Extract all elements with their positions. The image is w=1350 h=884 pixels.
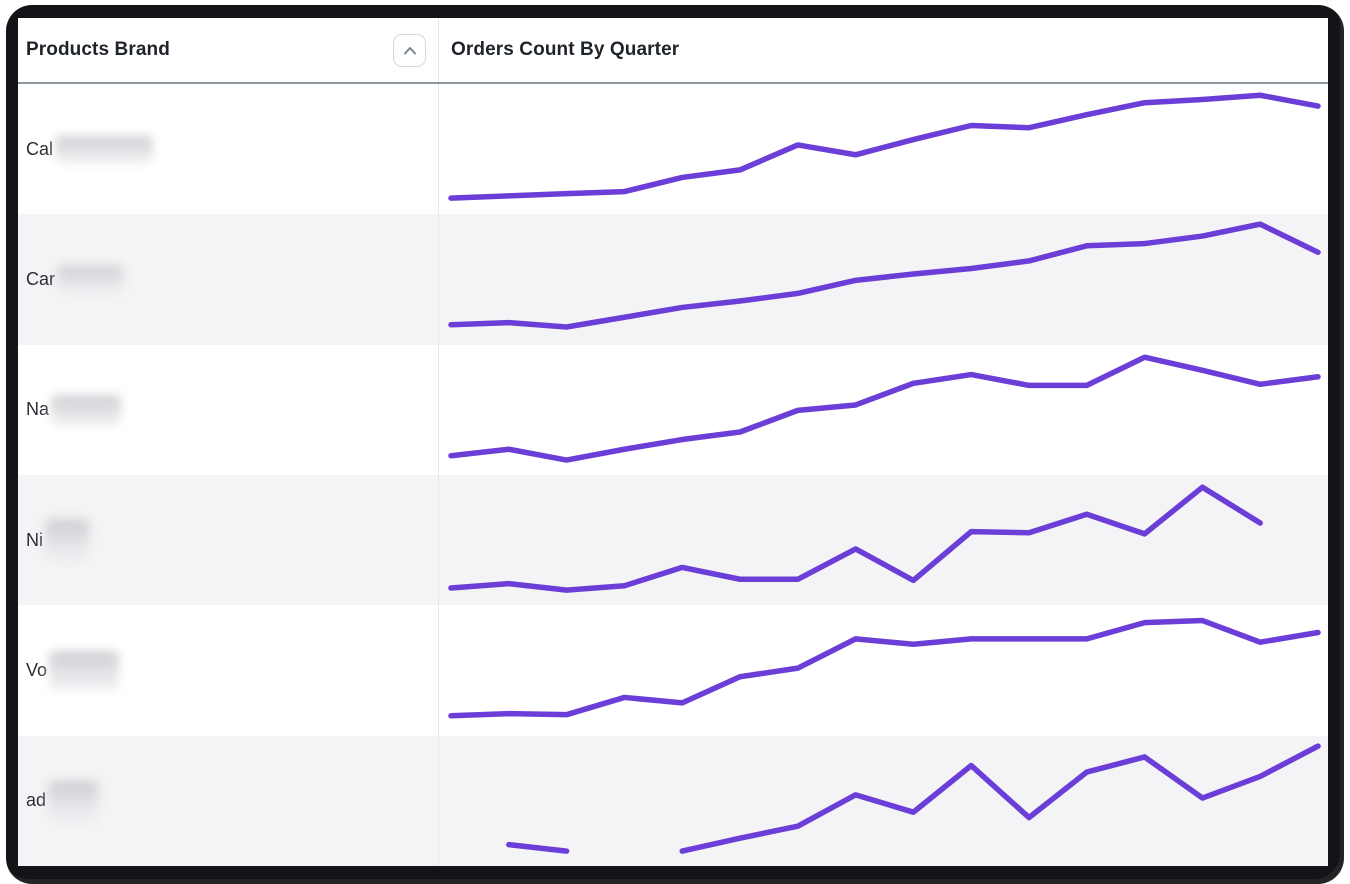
sort-button[interactable] <box>393 33 426 67</box>
orders-sparkline <box>448 92 1321 201</box>
orders-count-header-label: Orders Count By Quarter <box>451 39 680 60</box>
redacted-blur <box>49 651 120 690</box>
brand-cell[interactable]: Ni <box>18 475 438 605</box>
column-header-orders-count: Orders Count By Quarter <box>438 18 1328 82</box>
window-frame: Products Brand Orders Count By Quarter C… <box>6 5 1344 884</box>
redacted-blur <box>45 519 89 562</box>
chevron-up-icon <box>403 46 417 55</box>
redacted-blur <box>55 135 154 163</box>
table-row: ad <box>18 735 1328 866</box>
brand-label: Vo <box>26 659 48 680</box>
brand-cell[interactable]: Vo <box>18 605 438 735</box>
orders-sparkline <box>506 743 1321 854</box>
brand-label: ad <box>26 790 47 811</box>
table-header-row: Products Brand Orders Count By Quarter <box>18 18 1328 84</box>
table-row: Cal <box>18 84 1328 215</box>
brand-label: Na <box>26 399 50 420</box>
sparkline-cell[interactable] <box>438 474 1328 606</box>
orders-sparkline <box>448 354 1321 463</box>
table-row: Na <box>18 344 1328 475</box>
sparkline-cell[interactable] <box>438 84 1328 215</box>
sparkline-cell[interactable] <box>438 735 1328 866</box>
table-row: Ni <box>18 474 1328 606</box>
sparkline-cell[interactable] <box>438 214 1328 345</box>
column-header-products-brand: Products Brand <box>18 18 438 82</box>
table-row: Car <box>18 214 1328 345</box>
brand-label: Cal <box>26 138 54 159</box>
redacted-blur <box>51 394 122 425</box>
orders-sparkline <box>448 221 1321 331</box>
brand-cell[interactable]: ad <box>18 736 438 866</box>
orders-sparkline <box>448 618 1321 719</box>
sparkline-cell[interactable] <box>438 344 1328 475</box>
redacted-blur <box>57 265 124 293</box>
table-body: Cal Car Na Ni Vo ad <box>18 84 1328 866</box>
brand-cell[interactable]: Car <box>18 214 438 344</box>
brand-cell[interactable]: Na <box>18 345 438 475</box>
orders-sparkline <box>448 484 1263 593</box>
redacted-blur <box>48 780 99 821</box>
table-row: Vo <box>18 605 1328 736</box>
results-table: Products Brand Orders Count By Quarter C… <box>18 18 1328 866</box>
products-brand-header-label: Products Brand <box>26 39 170 60</box>
brand-cell[interactable]: Cal <box>18 84 438 214</box>
brand-label: Ni <box>26 529 43 550</box>
brand-label: Car <box>26 268 56 289</box>
sparkline-cell[interactable] <box>438 605 1328 736</box>
